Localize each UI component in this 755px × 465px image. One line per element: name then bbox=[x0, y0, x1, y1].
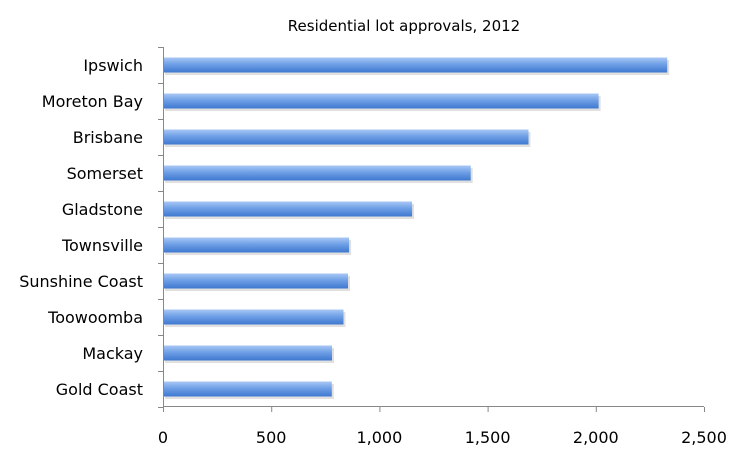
y-tick-label: Toowoomba bbox=[47, 308, 143, 327]
x-tick-label: 1,500 bbox=[465, 428, 511, 447]
bar-somerset bbox=[163, 165, 471, 181]
x-tick-label: 2,000 bbox=[573, 428, 619, 447]
bar-moreton-bay bbox=[163, 93, 599, 109]
bar-toowoomba bbox=[163, 309, 344, 325]
y-tick-label: Ipswich bbox=[83, 56, 143, 75]
bar-gladstone bbox=[163, 201, 413, 217]
y-tick-label: Brisbane bbox=[73, 128, 143, 147]
y-tick-label: Gladstone bbox=[62, 200, 143, 219]
bar-mackay bbox=[163, 345, 333, 361]
x-tick-label: 2,500 bbox=[681, 428, 727, 447]
bar-townsville bbox=[163, 237, 350, 253]
x-tick-label: 0 bbox=[158, 428, 168, 447]
x-tick-label: 1,000 bbox=[356, 428, 402, 447]
y-tick-label: Gold Coast bbox=[56, 380, 143, 399]
y-tick-label: Somerset bbox=[67, 164, 143, 183]
bar-brisbane bbox=[163, 129, 529, 145]
bar-gold-coast bbox=[163, 381, 332, 397]
y-tick-label: Mackay bbox=[82, 344, 143, 363]
bar-sunshine-coast bbox=[163, 273, 349, 289]
bar-ipswich bbox=[163, 57, 668, 73]
y-tick-label: Moreton Bay bbox=[42, 92, 143, 111]
y-tick-label: Townsville bbox=[61, 236, 143, 255]
x-tick-label: 500 bbox=[256, 428, 287, 447]
y-tick-label: Sunshine Coast bbox=[19, 272, 143, 291]
chart-title: Residential lot approvals, 2012 bbox=[288, 17, 520, 35]
